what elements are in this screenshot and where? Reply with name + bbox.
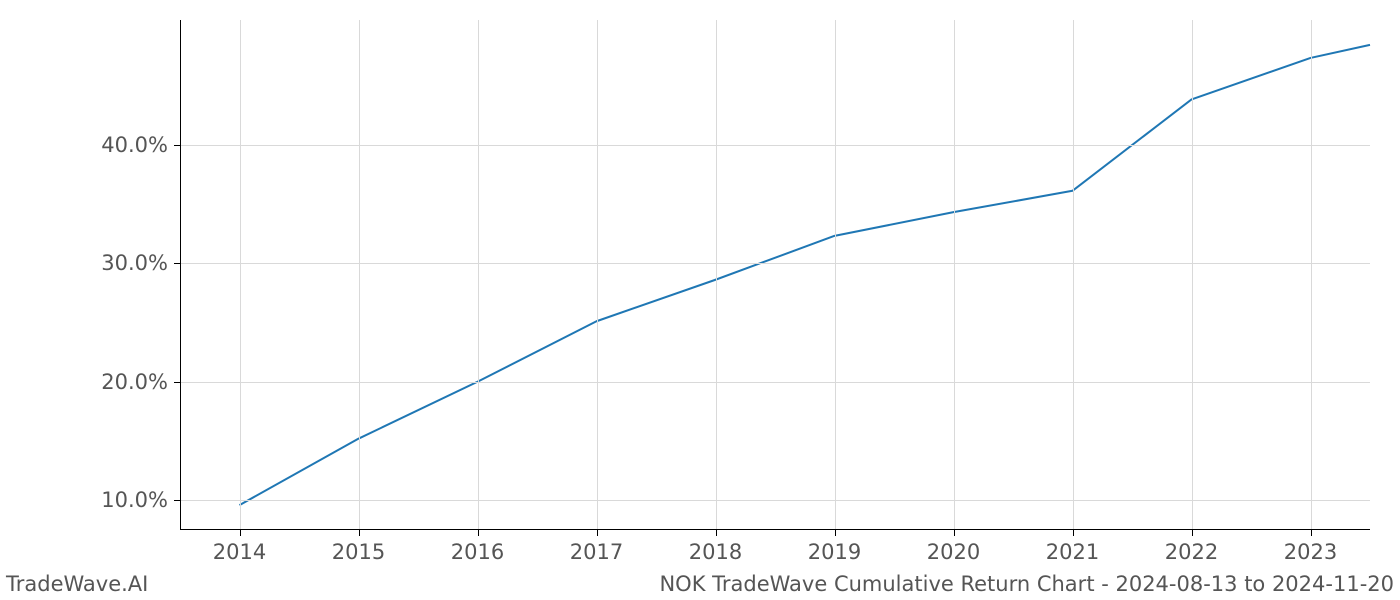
x-tick-label: 2020 [927, 540, 980, 564]
y-tick-label: 40.0% [101, 133, 168, 157]
grid-line-vertical [478, 20, 479, 530]
x-tick [954, 530, 955, 536]
y-tick-label: 10.0% [101, 488, 168, 512]
x-tick [478, 530, 479, 536]
x-tick-label: 2021 [1046, 540, 1099, 564]
footer-right-label: NOK TradeWave Cumulative Return Chart - … [659, 572, 1394, 596]
line-chart: 2014 2015 2016 2017 2018 2019 2020 2021 2022 2023… [0, 0, 1400, 600]
line-series-cumulative_return [240, 45, 1371, 505]
footer-left-label: TradeWave.AI [6, 572, 148, 596]
grid-line-vertical [835, 20, 836, 530]
grid-line-horizontal [180, 145, 1370, 146]
x-tick [597, 530, 598, 536]
x-tick-label: 2022 [1165, 540, 1218, 564]
x-tick [835, 530, 836, 536]
x-tick [1073, 530, 1074, 536]
x-tick [716, 530, 717, 536]
grid-line-vertical [1192, 20, 1193, 530]
x-tick-label: 2019 [808, 540, 861, 564]
x-tick [1192, 530, 1193, 536]
x-tick [359, 530, 360, 536]
x-tick-label: 2017 [570, 540, 623, 564]
y-axis-line [180, 20, 181, 530]
grid-line-vertical [1073, 20, 1074, 530]
grid-line-vertical [240, 20, 241, 530]
y-tick [174, 263, 180, 264]
grid-line-vertical [716, 20, 717, 530]
y-tick [174, 500, 180, 501]
x-tick [240, 530, 241, 536]
x-tick [1311, 530, 1312, 536]
plot-area [180, 20, 1370, 530]
grid-line-horizontal [180, 382, 1370, 383]
y-tick [174, 382, 180, 383]
grid-line-horizontal [180, 500, 1370, 501]
grid-line-vertical [1311, 20, 1312, 530]
grid-line-horizontal [180, 263, 1370, 264]
y-tick-label: 30.0% [101, 251, 168, 275]
y-tick-label: 20.0% [101, 370, 168, 394]
grid-line-vertical [359, 20, 360, 530]
x-tick-label: 2015 [332, 540, 385, 564]
grid-line-vertical [954, 20, 955, 530]
x-tick-label: 2014 [213, 540, 266, 564]
x-tick-label: 2023 [1284, 540, 1337, 564]
grid-line-vertical [597, 20, 598, 530]
x-tick-label: 2018 [689, 540, 742, 564]
y-tick [174, 145, 180, 146]
x-tick-label: 2016 [451, 540, 504, 564]
